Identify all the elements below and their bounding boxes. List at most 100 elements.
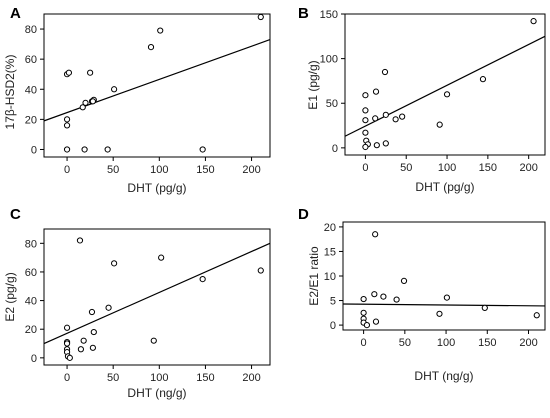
panel-c: C 0 50 100 150 200 0 20 40 60 80 DHT (ng/g) E2 (pg/g… xyxy=(3,206,271,400)
x-axis-label: DHT (pg/g) xyxy=(127,181,186,195)
panel-d: D 0 50 100 150 200 0 5 10 15 20 DHT (ng/g) E2/E1 rat… xyxy=(298,206,546,383)
x-tick-label: 150 xyxy=(478,337,496,349)
y-tick-label: 0 xyxy=(31,353,37,365)
regression-line xyxy=(43,39,271,122)
data-point xyxy=(80,337,87,344)
data-point xyxy=(199,276,206,283)
data-point xyxy=(150,337,157,344)
regression-line xyxy=(342,303,546,307)
data-point xyxy=(65,69,73,76)
plot-frame-a xyxy=(43,13,271,158)
y-tick-label: 0 xyxy=(332,143,338,155)
plot-frame-d xyxy=(342,221,546,331)
data-point xyxy=(362,92,369,99)
y-tick-label: 10 xyxy=(324,271,336,283)
regression-line xyxy=(43,242,271,345)
data-point xyxy=(105,304,112,311)
data-point xyxy=(373,142,380,149)
x-tick-label: 100 xyxy=(150,372,168,384)
data-point xyxy=(436,310,443,317)
data-point xyxy=(399,113,406,120)
y-tick-label: 40 xyxy=(25,84,37,96)
x-tick-label: 200 xyxy=(519,162,537,174)
x-axis-label: DHT (ng/g) xyxy=(127,386,186,400)
x-tick-label: 0 xyxy=(362,162,368,174)
data-point xyxy=(111,260,118,267)
panel-label-c: C xyxy=(10,206,21,223)
y-tick-label: 80 xyxy=(25,24,37,36)
x-tick-label: 0 xyxy=(64,164,70,176)
plot-frame-c xyxy=(43,228,271,366)
data-point xyxy=(158,254,165,261)
data-point xyxy=(481,304,488,312)
data-point xyxy=(157,27,164,34)
data-point xyxy=(199,146,206,153)
data-point xyxy=(89,344,96,351)
data-point xyxy=(87,69,94,76)
data-point xyxy=(63,146,71,153)
y-tick-label: 5 xyxy=(330,296,336,308)
data-point xyxy=(443,91,451,98)
data-point xyxy=(89,98,96,105)
data-point xyxy=(381,68,389,76)
data-point xyxy=(382,140,389,147)
x-tick-label: 50 xyxy=(400,162,412,174)
x-tick-label: 50 xyxy=(107,164,119,176)
x-tick-label: 200 xyxy=(519,337,537,349)
data-point xyxy=(363,321,371,329)
x-tick-label: 200 xyxy=(242,164,260,176)
panel-b: B 0 50 100 150 200 0 50 100 150 DHT (pg/g) E1 (pg/g… xyxy=(298,5,546,194)
data-point xyxy=(104,146,111,153)
data-point xyxy=(76,237,84,244)
x-axis-label: DHT (pg/g) xyxy=(415,180,474,194)
y-tick-label: 80 xyxy=(25,238,37,250)
data-point xyxy=(380,293,387,300)
data-point xyxy=(479,76,487,83)
data-point xyxy=(530,18,537,25)
panel-label-d: D xyxy=(298,206,309,223)
data-point xyxy=(362,107,369,114)
x-tick-label: 50 xyxy=(107,372,119,384)
y-tick-label: 20 xyxy=(25,114,37,126)
panel-label-b: B xyxy=(298,5,309,22)
data-point xyxy=(111,86,118,93)
data-point xyxy=(90,328,97,336)
y-axis-label: 17β-HSD2(%) xyxy=(3,55,17,130)
data-point xyxy=(360,295,367,303)
data-point xyxy=(63,340,71,347)
data-point xyxy=(79,104,86,111)
data-point xyxy=(372,115,379,122)
y-axis-label: E2 (pg/g) xyxy=(3,272,17,321)
data-point xyxy=(77,346,84,353)
regression-line xyxy=(344,35,546,137)
y-tick-label: 60 xyxy=(25,267,37,279)
data-point xyxy=(371,291,378,298)
data-point xyxy=(393,296,400,303)
data-point xyxy=(63,324,71,331)
x-tick-label: 100 xyxy=(438,162,456,174)
x-tick-label: 100 xyxy=(437,337,455,349)
data-point xyxy=(88,308,96,316)
data-point xyxy=(82,99,89,106)
x-tick-label: 0 xyxy=(64,372,70,384)
y-tick-label: 0 xyxy=(31,144,37,156)
x-tick-label: 150 xyxy=(196,372,214,384)
data-point xyxy=(443,294,450,301)
data-point xyxy=(81,146,88,153)
y-axis-label: E1 (pg/g) xyxy=(306,60,320,109)
data-point xyxy=(257,267,264,274)
data-point xyxy=(362,129,369,136)
y-tick-label: 60 xyxy=(25,54,37,66)
data-point xyxy=(257,13,264,21)
y-tick-label: 15 xyxy=(324,246,336,258)
data-point xyxy=(372,231,379,238)
data-point xyxy=(362,143,369,151)
panel-label-a: A xyxy=(10,5,21,22)
y-axis-label: E2/E1 ratio xyxy=(307,246,321,306)
plot-frame-b xyxy=(344,13,546,156)
x-tick-label: 50 xyxy=(399,337,411,349)
y-tick-label: 100 xyxy=(320,54,338,66)
data-point xyxy=(372,318,380,325)
data-point xyxy=(66,354,73,361)
